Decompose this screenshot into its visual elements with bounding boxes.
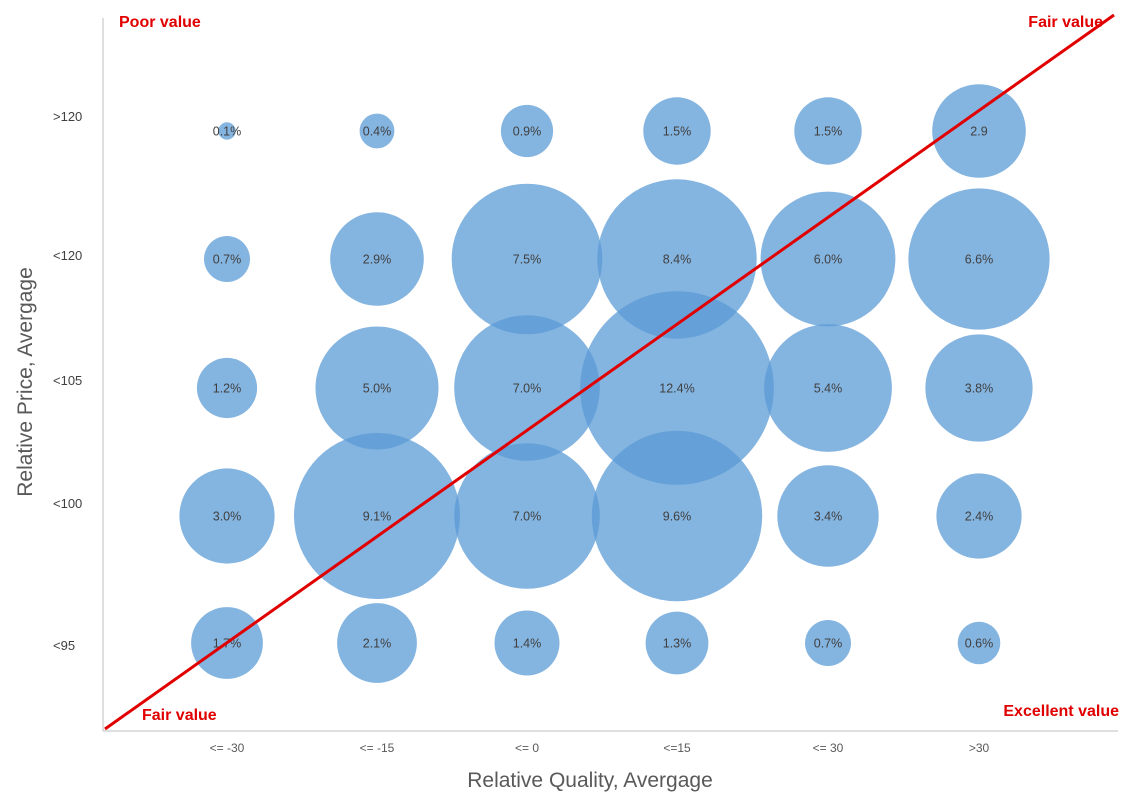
- annotation-fair-value-top: Fair value: [1028, 14, 1103, 31]
- bubble-label: 0.7%: [213, 253, 242, 267]
- x-axis-title: Relative Quality, Avergage: [467, 769, 713, 792]
- y-tick-label: <120: [53, 248, 82, 263]
- bubble: [218, 122, 236, 140]
- bubble: [359, 113, 395, 149]
- bubble-label: 0.9%: [513, 125, 542, 139]
- bubble-label: 0.6%: [965, 637, 994, 651]
- bubble-label: 3.4%: [814, 510, 843, 524]
- annotation-excellent-value: Excellent value: [1003, 703, 1119, 720]
- bubble-label: 5.4%: [814, 382, 843, 396]
- bubble-label: 2.9: [970, 125, 987, 139]
- bubble: [591, 430, 763, 602]
- x-tick-label: <= -30: [210, 741, 245, 755]
- bubble: [794, 97, 862, 165]
- bubble: [957, 621, 1001, 665]
- bubble-label: 6.0%: [814, 253, 843, 267]
- bubble: [805, 620, 851, 666]
- bubble-labels-layer: 0.1% 0.4% 0.9% 1.5% 1.5% 2.9 0.7% 2.9% 7.5% 8.4% 6…: [213, 125, 994, 651]
- bubble-label: 3.8%: [965, 382, 994, 396]
- x-tick-labels: <= -30 <= -15 <= 0 <=15 <= 30 >30: [210, 741, 990, 755]
- y-tick-label: <100: [53, 496, 82, 511]
- bubbles-layer: [179, 84, 1050, 683]
- bubble: [580, 291, 774, 485]
- bubble-label: 0.1%: [213, 125, 242, 139]
- annotation-poor-value: Poor value: [119, 14, 201, 31]
- bubble-label: 6.6%: [965, 253, 994, 267]
- bubble: [908, 188, 1050, 330]
- bubble: [925, 334, 1033, 442]
- bubble-label: 1.2%: [213, 382, 242, 396]
- x-tick-label: <= 0: [515, 741, 539, 755]
- bubble-label: 8.4%: [663, 253, 692, 267]
- bubble: [777, 465, 879, 567]
- bubble-label: 12.4%: [659, 382, 694, 396]
- bubble: [204, 236, 250, 282]
- x-tick-label: <= 30: [813, 741, 844, 755]
- bubble: [451, 183, 603, 335]
- bubble-label: 2.4%: [965, 510, 994, 524]
- bubble-label: 1.5%: [814, 125, 843, 139]
- bubble: [454, 315, 600, 461]
- bubble-label: 0.4%: [363, 125, 392, 139]
- x-tick-label: >30: [969, 741, 990, 755]
- bubble-label: 3.0%: [213, 510, 242, 524]
- bubble-label: 2.9%: [363, 253, 392, 267]
- bubble: [196, 357, 258, 419]
- bubble-label: 7.0%: [513, 382, 542, 396]
- y-tick-label: >120: [53, 109, 82, 124]
- bubble: [932, 84, 1026, 178]
- y-tick-label: <105: [53, 373, 82, 388]
- bubble-label: 9.6%: [663, 510, 692, 524]
- x-tick-label: <= -15: [360, 741, 395, 755]
- bubble-label: 1.4%: [513, 637, 542, 651]
- bubble: [179, 468, 275, 564]
- bubble-label: 2.1%: [363, 637, 392, 651]
- bubble: [643, 97, 711, 165]
- bubble: [764, 324, 892, 452]
- bubble: [330, 212, 424, 306]
- bubble: [936, 473, 1022, 559]
- bubble: [454, 443, 600, 589]
- bubble: [760, 191, 896, 327]
- bubble: [645, 611, 709, 675]
- bubble-label: 9.1%: [363, 510, 392, 524]
- bubble: [500, 104, 554, 158]
- fair-value-line: [104, 13, 1115, 731]
- bubble: [494, 610, 560, 676]
- bubble-label: 5.0%: [363, 382, 392, 396]
- bubble-label: 7.5%: [513, 253, 542, 267]
- y-tick-labels: <95 <100 <105 <120 >120: [53, 109, 82, 653]
- annotation-fair-value-bottom: Fair value: [142, 707, 217, 724]
- bubble: [315, 326, 439, 450]
- bubble: [294, 433, 460, 599]
- bubble-label: 0.7%: [814, 637, 843, 651]
- bubble-label: 1.5%: [663, 125, 692, 139]
- x-tick-label: <=15: [663, 741, 691, 755]
- bubble-label: 1.3%: [663, 637, 692, 651]
- y-tick-label: <95: [53, 638, 75, 653]
- bubble-label: 7.0%: [513, 510, 542, 524]
- bubble: [337, 603, 417, 683]
- y-axis-title: Relative Price, Avergage: [14, 267, 37, 497]
- bubble: [597, 179, 757, 339]
